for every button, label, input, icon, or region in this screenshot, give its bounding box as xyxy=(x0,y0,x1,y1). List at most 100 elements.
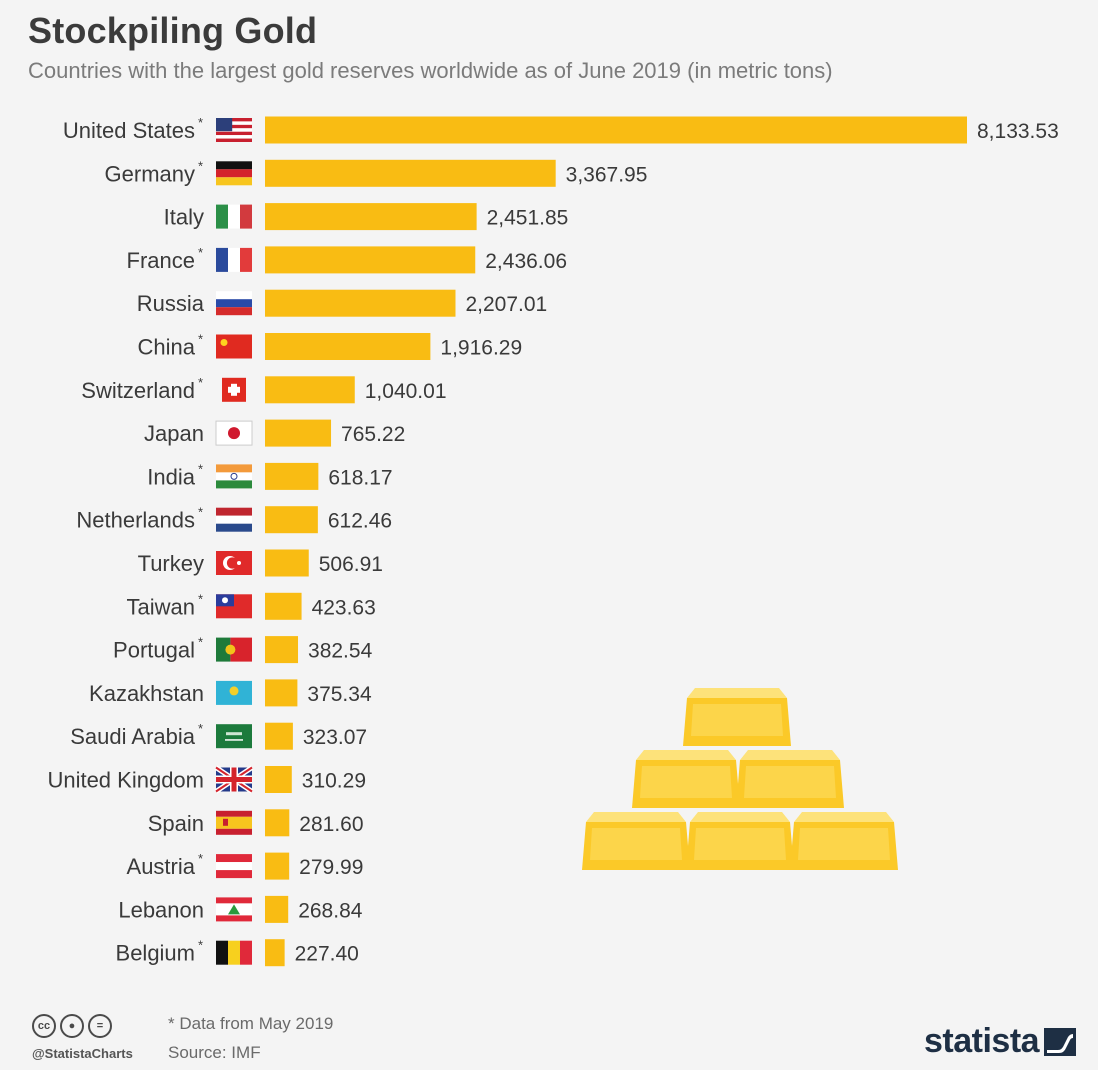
category-label: Saudi Arabia xyxy=(70,724,196,749)
by-icon: ● xyxy=(60,1014,84,1038)
china-flag-icon xyxy=(216,334,252,359)
bar xyxy=(265,809,290,837)
value-label: 310.29 xyxy=(302,770,366,793)
value-label: 8,133.53 xyxy=(977,120,1059,143)
value-label: 1,916.29 xyxy=(440,337,522,360)
turkey-flag-icon xyxy=(216,551,252,575)
germany-flag-icon xyxy=(216,161,252,186)
asterisk-mark: * xyxy=(198,245,203,260)
category-label: India xyxy=(147,464,195,489)
statista-logo[interactable]: statista xyxy=(924,1022,1040,1060)
cc-icon: cc xyxy=(32,1014,56,1038)
gold-bar xyxy=(582,812,690,870)
bar xyxy=(265,679,298,707)
twitter-handle[interactable]: @StatistaCharts xyxy=(32,1046,133,1061)
bar-row: Saudi Arabia * 323.07 xyxy=(70,721,367,750)
category-label: Germany xyxy=(105,161,195,186)
bar xyxy=(265,159,556,187)
bar xyxy=(265,246,476,274)
gold-bar xyxy=(686,812,794,870)
bar-row: Turkey 506.91 xyxy=(138,549,383,577)
lebanon-flag-icon xyxy=(216,897,252,922)
value-label: 612.46 xyxy=(328,510,392,533)
russia-flag-icon xyxy=(216,291,252,316)
bar-row: Russia 2,207.01 xyxy=(137,289,547,317)
asterisk-mark: * xyxy=(198,375,203,390)
category-label: France xyxy=(127,248,195,273)
bar-row: Switzerland * 1,040.01 xyxy=(81,375,447,404)
value-label: 506.91 xyxy=(319,553,383,576)
asterisk-mark: * xyxy=(198,505,203,520)
category-label: Belgium xyxy=(116,941,195,966)
belgium-flag-icon xyxy=(216,940,252,965)
kazakhstan-flag-icon xyxy=(216,680,252,705)
netherlands-flag-icon xyxy=(216,507,252,532)
asterisk-mark: * xyxy=(198,332,203,347)
bar-row: United States * 8,133.53 xyxy=(63,115,1059,144)
asterisk-mark: * xyxy=(198,635,203,650)
gold-bar xyxy=(683,688,791,746)
portugal-flag-icon xyxy=(216,637,252,662)
bar-row: Portugal * 382.54 xyxy=(113,635,373,664)
category-label: Portugal xyxy=(113,638,195,663)
value-label: 2,451.85 xyxy=(487,207,569,230)
bar-row: Belgium * 227.40 xyxy=(116,938,359,967)
category-label: Russia xyxy=(137,291,205,316)
asterisk-mark: * xyxy=(198,721,203,736)
bar xyxy=(265,203,477,231)
value-label: 281.60 xyxy=(299,813,363,836)
category-label: Lebanon xyxy=(118,897,204,922)
bar-row: Lebanon 268.84 xyxy=(118,895,363,923)
category-label: China xyxy=(138,335,196,360)
switzerland-flag-icon xyxy=(222,377,246,402)
bar xyxy=(265,116,967,144)
bar-row: Spain 281.60 xyxy=(148,809,364,837)
gold-bars-icon xyxy=(582,688,898,870)
value-label: 382.54 xyxy=(308,640,373,663)
asterisk-mark: * xyxy=(198,591,203,606)
india-flag-icon xyxy=(216,464,252,489)
value-label: 2,436.06 xyxy=(485,250,567,273)
value-label: 323.07 xyxy=(303,726,367,749)
value-label: 1,040.01 xyxy=(365,380,447,403)
bar-row: Kazakhstan 375.34 xyxy=(89,679,372,707)
category-label: United States xyxy=(63,118,195,143)
bar-row: China * 1,916.29 xyxy=(138,332,522,360)
value-label: 279.99 xyxy=(299,856,363,879)
category-label: Italy xyxy=(164,205,204,230)
value-label: 3,367.95 xyxy=(566,163,648,186)
spain-flag-icon xyxy=(216,810,252,835)
saudi-arabia-flag-icon xyxy=(216,724,252,749)
category-label: Taiwan xyxy=(127,594,195,619)
gold-bar xyxy=(790,812,898,870)
bar xyxy=(265,766,292,793)
taiwan-flag-icon xyxy=(216,594,252,619)
asterisk-mark: * xyxy=(198,938,203,953)
bar xyxy=(265,636,299,664)
us-flag-icon xyxy=(216,118,252,142)
bar xyxy=(265,549,309,577)
bar xyxy=(265,333,431,360)
category-label: Japan xyxy=(144,421,204,446)
value-label: 765.22 xyxy=(341,423,405,446)
value-label: 375.34 xyxy=(307,683,372,706)
value-label: 618.17 xyxy=(328,466,392,489)
japan-flag-icon xyxy=(215,420,253,446)
bar-row: United Kingdom 310.29 xyxy=(47,765,366,794)
category-label: Turkey xyxy=(138,551,204,576)
value-label: 227.40 xyxy=(295,943,359,966)
bar-row: India * 618.17 xyxy=(147,461,393,490)
value-label: 268.84 xyxy=(298,899,363,922)
bar-row: Japan 765.22 xyxy=(144,419,405,447)
bar-row: Italy 2,451.85 xyxy=(164,203,569,231)
category-label: Spain xyxy=(148,811,204,836)
bar-row: France * 2,436.06 xyxy=(127,245,567,274)
uk-flag-icon xyxy=(214,765,254,794)
gold-bar xyxy=(632,750,740,808)
bar xyxy=(265,852,290,880)
bar xyxy=(265,376,355,404)
bar xyxy=(265,722,293,750)
category-label: United Kingdom xyxy=(47,768,204,793)
bar xyxy=(265,419,332,447)
